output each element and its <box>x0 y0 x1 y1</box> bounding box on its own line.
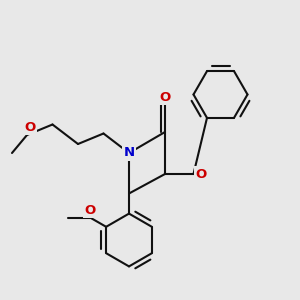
Text: O: O <box>159 91 171 104</box>
Text: N: N <box>123 146 135 160</box>
Text: O: O <box>84 204 96 218</box>
Text: O: O <box>24 121 36 134</box>
Text: O: O <box>195 167 207 181</box>
